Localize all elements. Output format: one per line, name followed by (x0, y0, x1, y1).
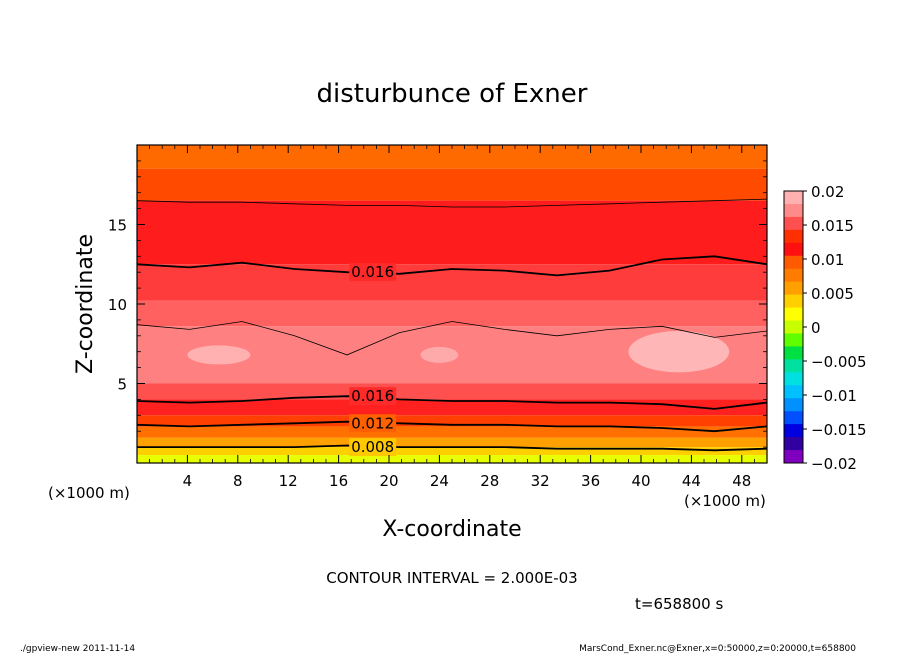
contour-labels: 0.016 0.016 0.012 0.008 (349, 263, 397, 457)
contour-label-1: 0.016 (351, 387, 394, 405)
colorbar-label-3: 0.005 (811, 285, 854, 303)
y-axis-label: Z-coordinate (73, 234, 98, 374)
colorbar-label-7: −0.015 (811, 421, 867, 439)
footer-right: MarsCond_Exner.nc@Exner,x=0:50000,z=0:20… (579, 644, 856, 654)
colorbar-swatch-6 (784, 268, 803, 283)
x-tick-label-6: 28 (480, 472, 499, 490)
colorbar-label-4: 0 (811, 319, 821, 337)
contour-line-1 (136, 321, 768, 356)
x-unit-left: (×1000 m) (48, 484, 130, 502)
contour-plot (137, 145, 767, 463)
colorbar-swatch-17 (784, 411, 803, 425)
x-tick-label-10: 44 (682, 472, 701, 490)
x-tick-label-11: 48 (732, 472, 751, 490)
colorbar-labels: 0.02 0.015 0.01 0.005 0 −0.005 −0.01 −0.015 −0.0… (803, 183, 867, 473)
band-9 (137, 426, 767, 438)
band-2 (137, 200, 767, 265)
colorbar-swatch-7 (784, 281, 803, 296)
colorbar-label-1: 0.015 (811, 217, 854, 235)
band-10 (137, 437, 767, 448)
colorbar-swatch-0 (784, 191, 803, 205)
contour-line-5 (136, 198, 768, 208)
contour-label-bg-1 (349, 387, 397, 406)
colorbar-swatch-1 (784, 203, 803, 218)
time-text: t=658800 s (635, 595, 723, 613)
band-1 (137, 168, 767, 201)
colorbar (783, 190, 804, 464)
x-tick-label-5: 24 (430, 472, 449, 490)
highlight-1 (420, 346, 459, 363)
x-tick-label-4: 20 (379, 472, 398, 490)
colorbar-swatch-20 (784, 450, 803, 464)
x-tick-label-8: 36 (581, 472, 600, 490)
y-tick-label-2: 15 (108, 217, 127, 235)
y-axis-ticks: 5 10 15 (108, 160, 767, 448)
contour-label-3: 0.008 (351, 438, 394, 456)
x-tick-label-1: 8 (233, 472, 243, 490)
contour-line-3 (136, 420, 768, 433)
highlight-0 (187, 345, 251, 365)
colorbar-swatch-11 (784, 333, 803, 347)
chart-title: disturbunce of Exner (317, 79, 588, 109)
colorbar-swatch-8 (784, 294, 803, 309)
colorbar-label-6: −0.01 (811, 387, 857, 405)
contour-line-4 (137, 444, 768, 452)
colorbar-swatch-4 (784, 242, 803, 257)
band-6 (137, 383, 767, 400)
colorbar-swatch-14 (784, 372, 803, 386)
colorbar-label-8: −0.02 (811, 455, 857, 473)
contour-label-bg-2 (349, 414, 397, 433)
band-4 (137, 300, 767, 327)
band-0 (137, 145, 767, 169)
y-tick-label-1: 10 (108, 296, 127, 314)
contour-label-2: 0.012 (351, 414, 394, 432)
colorbar-swatch-13 (784, 359, 803, 373)
colorbar-swatch-19 (784, 437, 803, 451)
colorbar-label-2: 0.01 (811, 251, 844, 269)
colorbar-swatch-15 (784, 385, 803, 399)
colorbar-label-5: −0.005 (811, 353, 867, 371)
x-tick-label-0: 4 (183, 472, 193, 490)
contour-lines (136, 198, 768, 452)
colorbar-swatch-10 (784, 320, 803, 334)
y-tick-label-0: 5 (117, 376, 127, 394)
colorbar-label-0: 0.02 (811, 183, 844, 201)
band-8 (137, 415, 767, 427)
contour-label-0: 0.016 (351, 263, 394, 281)
contour-interval-text: CONTOUR INTERVAL = 2.000E-03 (326, 569, 577, 587)
band-3 (137, 264, 767, 301)
x-tick-label-9: 40 (631, 472, 650, 490)
x-tick-label-3: 16 (329, 472, 348, 490)
contour-line-2 (136, 395, 768, 410)
x-tick-label-7: 32 (531, 472, 550, 490)
band-11 (137, 447, 767, 456)
colorbar-swatch-16 (784, 398, 803, 412)
x-tick-label-2: 12 (279, 472, 298, 490)
x-axis-ticks: 4 8 12 16 20 24 28 32 36 40 44 48 (149, 145, 755, 490)
footer-left: ./gpview-new 2011-11-14 (20, 644, 135, 654)
colorbar-swatch-5 (784, 255, 803, 270)
contour-label-bg-3 (349, 438, 397, 457)
colorbar-swatch-18 (784, 424, 803, 438)
contour-line-0 (136, 255, 768, 277)
x-axis-label: X-coordinate (382, 517, 521, 542)
highlight-2 (628, 331, 730, 373)
colorbar-swatch-12 (784, 346, 803, 360)
contour-label-bg-0 (349, 263, 397, 282)
x-unit-right: (×1000 m) (684, 492, 766, 510)
colorbar-swatch-9 (784, 307, 803, 322)
colorbar-swatch-2 (784, 216, 803, 231)
colorbar-swatch-3 (784, 229, 803, 244)
